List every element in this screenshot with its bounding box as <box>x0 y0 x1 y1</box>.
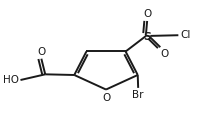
Text: HO: HO <box>3 75 19 85</box>
Text: O: O <box>37 47 45 57</box>
Text: O: O <box>160 49 169 59</box>
Text: S: S <box>143 32 151 42</box>
Text: Cl: Cl <box>181 30 191 40</box>
Text: O: O <box>102 93 110 103</box>
Text: O: O <box>143 9 151 19</box>
Text: Br: Br <box>132 90 144 100</box>
